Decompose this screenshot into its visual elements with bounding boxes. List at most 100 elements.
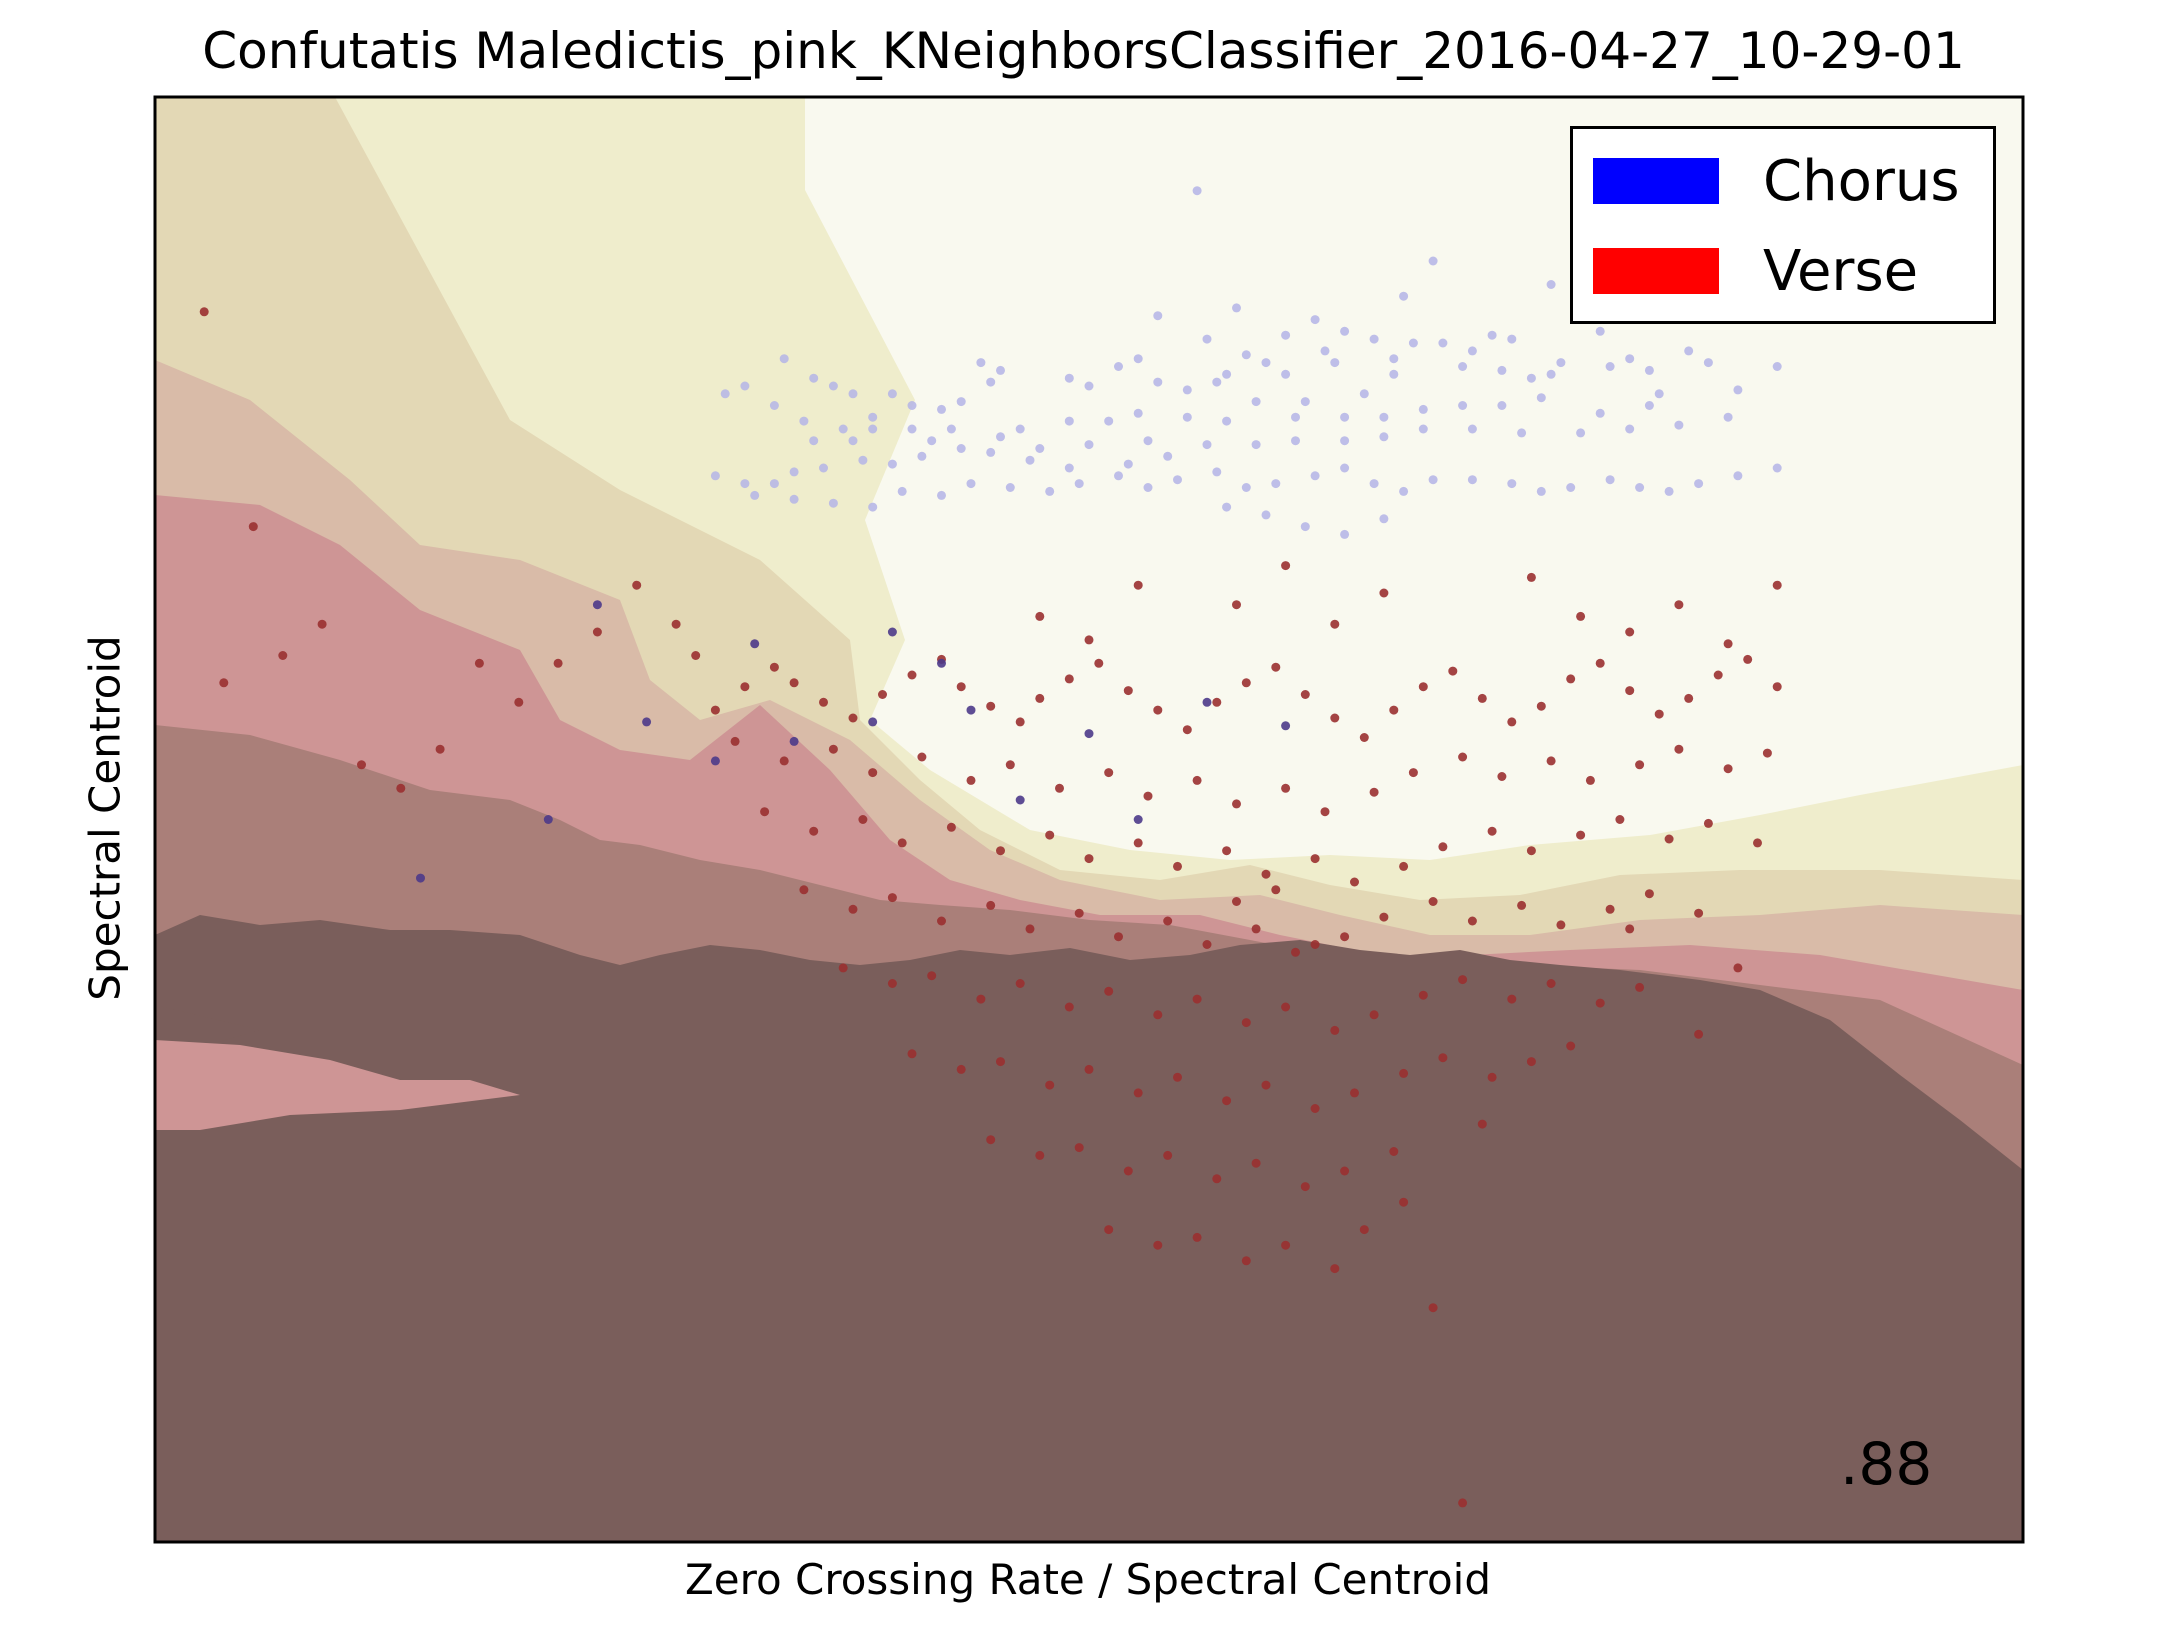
chorus-point-0-124 bbox=[1399, 486, 1409, 496]
chorus-point-0-108 bbox=[868, 502, 878, 512]
chorus-point-0-110 bbox=[937, 490, 946, 500]
chorus-point-0-103 bbox=[740, 479, 750, 489]
verse-point-1-147 bbox=[1300, 1182, 1310, 1192]
verse-point-1-99 bbox=[1428, 897, 1438, 906]
verse-point-1-129 bbox=[1084, 1064, 1094, 1074]
verse-point-1-3 bbox=[789, 678, 799, 688]
chorus-point-0-52 bbox=[828, 381, 838, 391]
chorus-point-0-67 bbox=[1182, 412, 1192, 422]
chorus-point-0-38 bbox=[1212, 377, 1222, 387]
verse-point-1-44 bbox=[1005, 760, 1015, 770]
legend-swatch-verse bbox=[1593, 248, 1719, 294]
chorus-point-0-114 bbox=[1074, 479, 1084, 489]
verse-point-1-88 bbox=[937, 916, 946, 926]
chorus-point-0-54 bbox=[779, 354, 789, 364]
chorus-point-2-3 bbox=[868, 717, 878, 727]
scatter-points bbox=[199, 186, 1782, 1508]
chorus-point-0-98 bbox=[887, 459, 897, 469]
chorus-point-0-65 bbox=[1104, 416, 1114, 426]
chorus-point-0-4 bbox=[1232, 303, 1241, 313]
verse-point-1-50 bbox=[1281, 783, 1291, 793]
chorus-point-0-41 bbox=[1084, 381, 1094, 391]
y-axis-label: Spectral Centroid bbox=[80, 635, 130, 1001]
chorus-point-0-2 bbox=[1546, 280, 1556, 289]
chorus-point-0-39 bbox=[1182, 385, 1192, 395]
verse-point-1-34 bbox=[1684, 693, 1694, 703]
chorus-point-0-86 bbox=[1418, 424, 1428, 434]
verse-point-1-25 bbox=[1418, 682, 1428, 692]
verse-point-1-27 bbox=[1477, 693, 1487, 703]
chorus-point-0-5 bbox=[1153, 311, 1163, 321]
verse-point-1-55 bbox=[1497, 772, 1507, 781]
verse-point-1-80 bbox=[1576, 830, 1586, 840]
verse-point-1-104 bbox=[1644, 889, 1654, 899]
verse-point-1-126 bbox=[956, 1064, 966, 1074]
chorus-point-0-131 bbox=[1635, 483, 1645, 492]
verse-point-1-65 bbox=[897, 838, 907, 848]
verse-point-1-172 bbox=[474, 658, 484, 668]
verse-point-1-4 bbox=[819, 697, 828, 707]
verse-point-1-162 bbox=[1694, 1029, 1704, 1039]
verse-point-1-166 bbox=[1359, 1225, 1369, 1235]
chorus-point-0-92 bbox=[1143, 436, 1153, 446]
chorus-point-0-97 bbox=[917, 451, 927, 461]
verse-point-1-96 bbox=[1291, 947, 1300, 957]
verse-point-1-43 bbox=[966, 775, 976, 785]
chorus-point-0-64 bbox=[1064, 416, 1074, 426]
verse-point-1-67 bbox=[996, 846, 1005, 856]
verse-point-1-82 bbox=[1664, 834, 1674, 844]
chorus-point-2-4 bbox=[966, 705, 976, 715]
verse-point-1-107 bbox=[887, 979, 897, 988]
verse-point-1-47 bbox=[1143, 791, 1153, 801]
verse-point-1-179 bbox=[219, 678, 229, 688]
verse-point-1-62 bbox=[760, 807, 770, 817]
chorus-point-0-30 bbox=[1772, 362, 1782, 371]
verse-point-1-79 bbox=[1526, 846, 1536, 856]
chorus-point-0-139 bbox=[1261, 510, 1271, 520]
verse-point-1-98 bbox=[1379, 912, 1389, 922]
chorus-point-0-128 bbox=[1536, 486, 1546, 496]
verse-point-1-139 bbox=[1526, 1057, 1536, 1067]
verse-point-1-58 bbox=[1635, 760, 1645, 770]
chorus-point-0-87 bbox=[1379, 432, 1389, 442]
chorus-point-0-111 bbox=[966, 479, 976, 489]
chorus-point-0-18 bbox=[1133, 354, 1143, 364]
verse-point-1-2 bbox=[769, 662, 779, 672]
verse-point-1-130 bbox=[1133, 1088, 1143, 1098]
chorus-point-0-91 bbox=[1202, 440, 1212, 450]
chorus-point-0-137 bbox=[1340, 529, 1350, 539]
verse-point-1-165 bbox=[1399, 1197, 1409, 1207]
chorus-point-0-61 bbox=[907, 424, 917, 434]
chorus-point-0-120 bbox=[1271, 479, 1281, 489]
chorus-point-0-105 bbox=[750, 490, 760, 500]
chart-title: Confutatis Maledictis_pink_KNeighborsCla… bbox=[202, 22, 1965, 80]
verse-point-1-71 bbox=[1173, 861, 1182, 871]
chorus-point-2-5 bbox=[1084, 729, 1094, 739]
verse-point-1-106 bbox=[838, 963, 848, 973]
verse-point-1-137 bbox=[1438, 1053, 1448, 1063]
verse-point-1-178 bbox=[248, 522, 258, 532]
verse-point-1-46 bbox=[1104, 768, 1114, 778]
verse-point-1-35 bbox=[1713, 670, 1723, 680]
chorus-point-0-119 bbox=[1241, 483, 1251, 492]
chorus-point-0-77 bbox=[1644, 401, 1654, 410]
chorus-point-0-117 bbox=[1173, 475, 1182, 485]
verse-point-1-5 bbox=[848, 713, 858, 723]
verse-point-1-94 bbox=[1202, 940, 1212, 949]
chorus-point-0-88 bbox=[1340, 436, 1350, 446]
verse-point-1-164 bbox=[1477, 1119, 1487, 1129]
verse-point-1-188 bbox=[1330, 619, 1340, 629]
verse-point-1-45 bbox=[1055, 783, 1064, 793]
legend-label-chorus: Chorus bbox=[1763, 148, 1960, 214]
verse-point-1-97 bbox=[1340, 932, 1350, 942]
verse-point-1-169 bbox=[592, 627, 602, 637]
verse-point-1-114 bbox=[1192, 994, 1202, 1004]
region-level-7 bbox=[155, 915, 2023, 1542]
verse-point-1-41 bbox=[868, 768, 878, 778]
verse-point-1-56 bbox=[1546, 756, 1556, 766]
chorus-point-2-1 bbox=[710, 756, 720, 766]
chorus-point-0-59 bbox=[838, 424, 848, 434]
verse-point-1-158 bbox=[1271, 885, 1281, 895]
chorus-point-0-90 bbox=[1251, 440, 1261, 450]
